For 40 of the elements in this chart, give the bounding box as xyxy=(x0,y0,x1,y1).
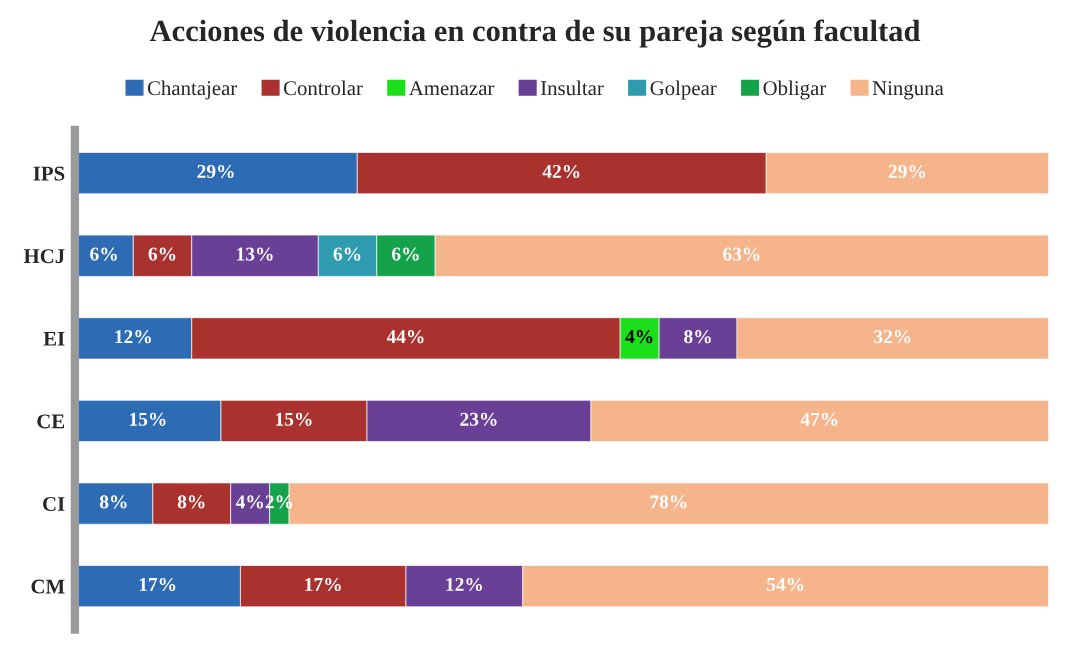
y-tick-label: EI xyxy=(43,331,65,346)
data-label: 23% xyxy=(460,412,497,426)
chart-title: Acciones de violencia en contra de su pareja según facultad xyxy=(149,19,921,48)
data-label: 12% xyxy=(446,577,482,592)
data-label: 8% xyxy=(684,330,711,344)
data-label: 29% xyxy=(888,164,926,179)
data-label: 63% xyxy=(723,247,760,261)
y-tick-label: CM xyxy=(31,579,65,594)
data-label: 6% xyxy=(333,247,361,261)
y-tick-label: HCJ xyxy=(23,249,65,264)
data-label: 15% xyxy=(130,412,166,426)
data-label: 29% xyxy=(197,164,234,179)
y-tick-label: IPS xyxy=(33,166,65,181)
data-label: 78% xyxy=(650,495,687,509)
data-label: 17% xyxy=(139,577,176,592)
data-label: 44% xyxy=(386,330,424,344)
legend-label: Controlar xyxy=(283,80,363,96)
legend-label: Chantajear xyxy=(147,80,238,100)
legend-label: Insultar xyxy=(540,80,604,96)
data-label: 6% xyxy=(90,247,117,261)
data-label: 54% xyxy=(767,577,804,592)
data-label: 12% xyxy=(115,330,151,344)
data-label: 6% xyxy=(148,247,176,261)
legend-label: Golpear xyxy=(650,80,717,100)
data-label: 47% xyxy=(800,412,838,426)
data-label: 8% xyxy=(99,495,127,509)
data-label: 15% xyxy=(276,412,312,426)
legend-label: Ninguna xyxy=(872,81,944,100)
data-label: 4% xyxy=(625,330,653,344)
y-tick-label: CE xyxy=(37,414,65,429)
data-label: 8% xyxy=(177,495,205,509)
data-label: 17% xyxy=(305,577,341,592)
data-label: 42% xyxy=(542,164,580,179)
data-label: 4% xyxy=(235,495,263,509)
y-tick-label: CI xyxy=(43,497,65,511)
data-label: 32% xyxy=(874,330,911,344)
legend-label: Obligar xyxy=(763,80,827,100)
legend-label: Amenazar xyxy=(408,81,495,96)
data-label: 13% xyxy=(237,247,273,261)
data-label: 6% xyxy=(392,247,419,261)
